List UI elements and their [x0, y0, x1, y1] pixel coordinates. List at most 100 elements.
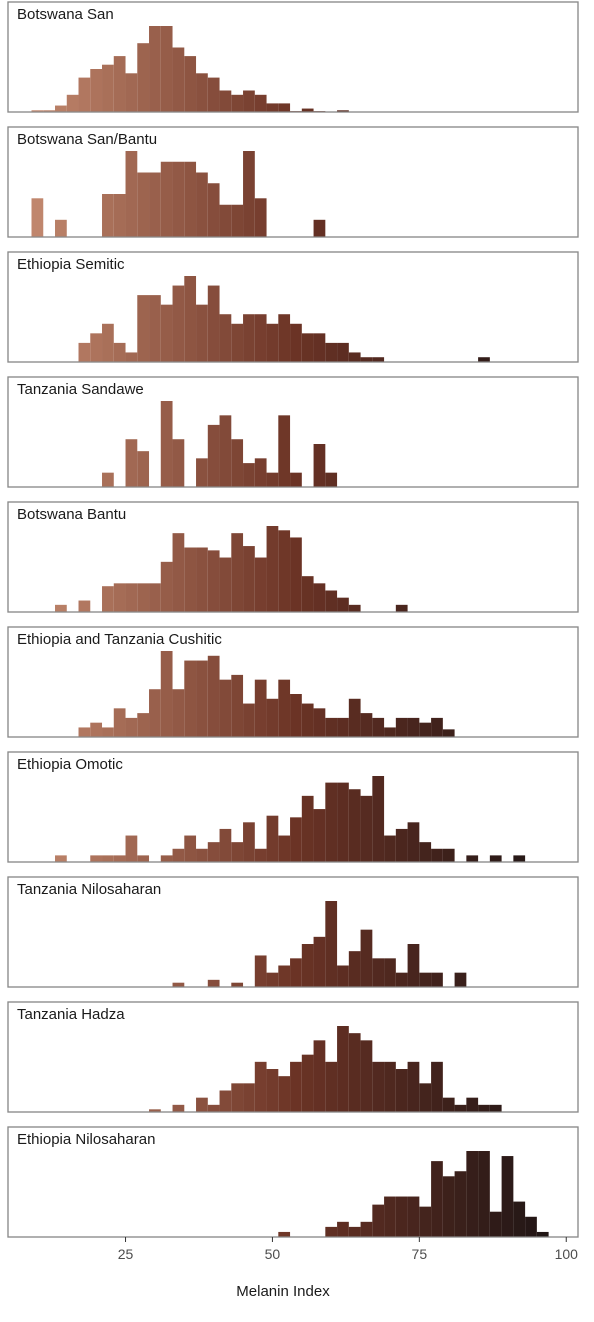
histogram-bar	[407, 944, 420, 987]
histogram-bar	[243, 314, 255, 362]
histogram-bar	[172, 689, 185, 737]
panel-border	[7, 251, 579, 363]
panel-border	[7, 876, 579, 988]
histogram-bar	[266, 972, 279, 987]
x-tick-label: 75	[412, 1246, 428, 1262]
histogram-bar	[395, 604, 408, 612]
histogram-bar	[196, 73, 208, 112]
panel-title: Tanzania Nilosaharan	[17, 881, 161, 898]
panel: Ethiopia and Tanzania Cushitic	[7, 626, 579, 738]
histogram-bar	[219, 415, 232, 487]
histogram-bar	[254, 458, 267, 487]
panel-title: Tanzania Sandawe	[17, 381, 144, 398]
histogram-bar	[266, 103, 279, 112]
panel-title: Botswana San/Bantu	[17, 131, 157, 148]
histogram-bar	[372, 1204, 385, 1237]
x-axis-title: Melanin Index	[236, 1283, 330, 1300]
histogram-bar	[172, 47, 185, 112]
histogram-bar	[113, 583, 126, 612]
histogram-bar	[207, 655, 220, 737]
histogram-bar	[313, 1040, 326, 1112]
histogram-bar	[454, 1171, 467, 1237]
histogram-bar	[337, 1026, 349, 1112]
panel-border	[7, 751, 579, 863]
histogram-bar	[254, 198, 267, 237]
histogram-bar	[149, 583, 161, 612]
histogram-bar	[207, 285, 220, 362]
histogram-bar	[31, 198, 44, 237]
panel: Ethiopia Omotic	[7, 751, 579, 863]
panel-title: Ethiopia and Tanzania Cushitic	[17, 631, 222, 648]
histogram-bar	[231, 533, 244, 612]
histogram-bar	[313, 333, 326, 362]
histogram-bar	[207, 979, 220, 987]
histogram-bar	[172, 982, 185, 987]
histogram-bar	[372, 958, 385, 987]
histogram-bar	[501, 1156, 514, 1237]
histogram-bar	[348, 789, 361, 862]
histogram-bar	[348, 1033, 361, 1112]
histogram-bar	[301, 703, 314, 737]
histogram-bar	[407, 717, 420, 737]
histogram-bar	[254, 557, 267, 612]
histogram-bar	[90, 722, 103, 737]
histogram-bar	[219, 90, 232, 112]
histogram-bar	[454, 972, 467, 987]
histogram-bar	[442, 1176, 455, 1237]
histogram-bar	[254, 1061, 267, 1112]
histogram-bar	[360, 713, 373, 737]
histogram-bar	[207, 842, 220, 862]
histogram-bar	[395, 717, 408, 737]
histogram-bar	[466, 855, 479, 862]
histogram-bar	[207, 424, 220, 487]
histogram-bar	[219, 314, 232, 362]
histogram-bar	[442, 848, 455, 862]
histogram-bar	[219, 828, 232, 862]
histogram-bar	[325, 472, 338, 487]
histogram-bar	[278, 965, 291, 987]
x-tick-label: 100	[555, 1246, 579, 1262]
histogram-bar	[90, 855, 103, 862]
histogram-bar	[466, 1097, 479, 1112]
histogram-bar	[160, 161, 173, 237]
histogram-bar	[407, 1196, 420, 1237]
histogram-bar	[290, 323, 302, 362]
histogram-bar	[348, 698, 361, 737]
histogram-bar	[431, 1061, 443, 1112]
histogram-bar	[160, 304, 173, 362]
histogram-bar	[219, 204, 232, 237]
histogram-bar	[43, 110, 56, 112]
histogram-bar	[125, 583, 138, 612]
histogram-bar	[360, 357, 373, 362]
panel: Ethiopia Nilosaharan	[7, 1126, 579, 1238]
histogram-bar	[219, 557, 232, 612]
histogram-bar	[78, 77, 91, 112]
histogram-bar	[172, 161, 185, 237]
histogram-bar	[301, 333, 314, 362]
panel-border	[7, 126, 579, 238]
histogram-bar	[55, 105, 67, 112]
histogram-bar	[137, 451, 150, 487]
x-axis: 25 50 75 100	[118, 1237, 578, 1262]
histogram-bar	[337, 717, 349, 737]
histogram-bar	[372, 717, 385, 737]
histogram-bar	[407, 822, 420, 862]
histogram-bar	[172, 1104, 185, 1112]
histogram-bar	[231, 439, 244, 487]
histogram-bar	[278, 835, 291, 862]
histogram-bar	[348, 951, 361, 987]
histogram-bar	[137, 713, 150, 737]
histogram-bar	[90, 333, 103, 362]
histogram-bar	[90, 69, 103, 112]
histogram-bar	[407, 1061, 420, 1112]
histogram-bar	[102, 586, 114, 612]
histogram-bar	[313, 583, 326, 612]
histogram-bar	[113, 342, 126, 362]
panel: Botswana San/Bantu	[7, 126, 579, 238]
histogram-bar	[384, 835, 396, 862]
histogram-bar	[184, 547, 197, 612]
histogram-bar	[313, 936, 326, 987]
histogram-bar	[149, 689, 161, 737]
panels-group: Botswana San Botswana San/Bantu Ethiopia S…	[7, 1, 579, 1238]
panel: Tanzania Nilosaharan	[7, 876, 579, 988]
